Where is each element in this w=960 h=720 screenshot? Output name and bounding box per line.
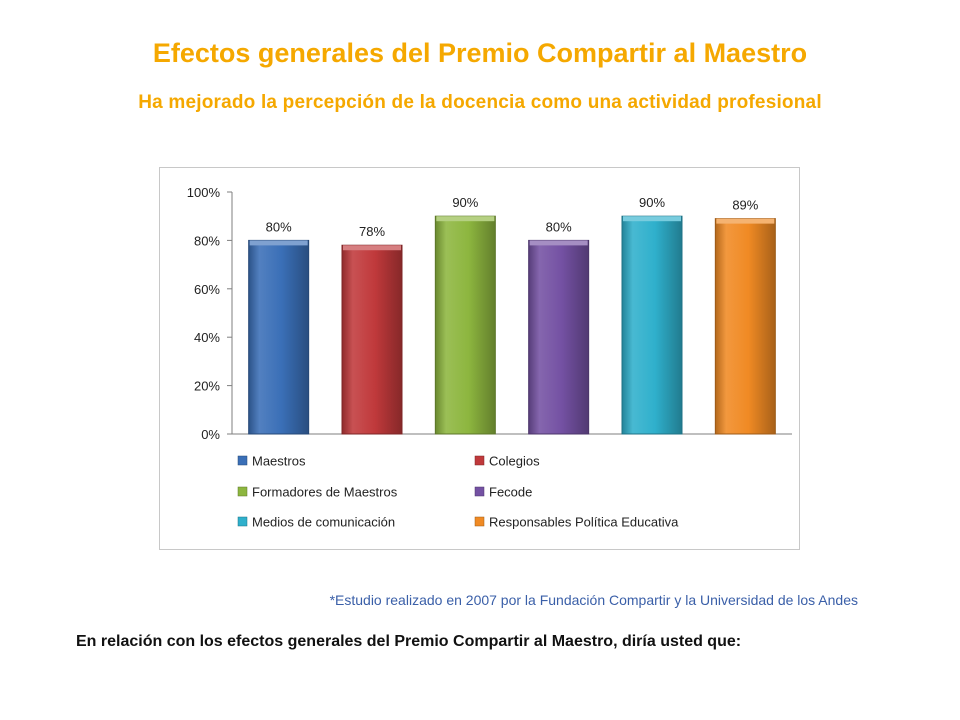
y-tick-label: 40% — [194, 330, 220, 345]
legend-swatch — [474, 516, 485, 527]
survey-question: En relación con los efectos generales de… — [76, 633, 742, 650]
legend-swatch — [237, 516, 248, 527]
chart-bars — [248, 215, 776, 435]
chart-data-labels: 80% 78% 90% 80% 90% 89% — [266, 195, 759, 239]
y-tick-label: 100% — [187, 185, 221, 200]
legend-label: Fecode — [489, 485, 532, 500]
data-label: 90% — [452, 195, 478, 210]
legend-swatch — [474, 455, 485, 466]
bar-0 — [248, 239, 310, 435]
data-label: 80% — [266, 219, 292, 234]
bar-1 — [341, 244, 403, 435]
y-tick-label: 20% — [194, 379, 220, 394]
data-label: 90% — [639, 195, 665, 210]
bar-3 — [528, 239, 590, 435]
legend-swatch — [237, 455, 248, 466]
legend-label: Formadores de Maestros — [252, 485, 398, 500]
legend-label: Maestros — [252, 454, 306, 469]
y-tick-label: 0% — [201, 427, 220, 442]
bar-highlight — [529, 240, 588, 246]
legend-label: Colegios — [489, 454, 540, 469]
bar-highlight — [716, 218, 775, 224]
y-tick-label: 80% — [194, 233, 220, 248]
chart-canvas: 0% 20% 40% 60% 80% 100% 80% 78% 90% 80% 90% 89% Ma… — [187, 185, 792, 530]
chart-legend: Maestros Colegios Formadores de Maestros Fe… — [237, 454, 679, 530]
study-footnote: *Estudio realizado en 2007 por la Fundac… — [329, 592, 858, 608]
legend-swatch — [474, 486, 485, 497]
page-subtitle: Ha mejorado la percepción de la docencia… — [138, 92, 822, 113]
chart-axes: 0% 20% 40% 60% 80% 100% — [187, 185, 792, 442]
bar-2 — [434, 215, 496, 435]
bar-5 — [714, 218, 776, 435]
data-label: 78% — [359, 224, 385, 239]
page-title: Efectos generales del Premio Compartir a… — [152, 38, 808, 68]
data-label: 80% — [546, 219, 572, 234]
bar-highlight — [249, 240, 308, 246]
legend-label: Responsables Política Educativa — [489, 515, 679, 530]
y-tick-label: 60% — [194, 282, 220, 297]
bar-chart: 0% 20% 40% 60% 80% 100% 80% 78% 90% 80% 90% 89% Ma… — [159, 167, 800, 550]
bar-4 — [621, 215, 683, 435]
legend-label: Medios de comunicación — [252, 515, 395, 530]
bar-highlight — [343, 245, 401, 251]
legend-swatch — [237, 486, 248, 497]
bar-highlight — [623, 216, 681, 222]
data-label: 89% — [732, 198, 758, 213]
bar-highlight — [436, 216, 495, 222]
